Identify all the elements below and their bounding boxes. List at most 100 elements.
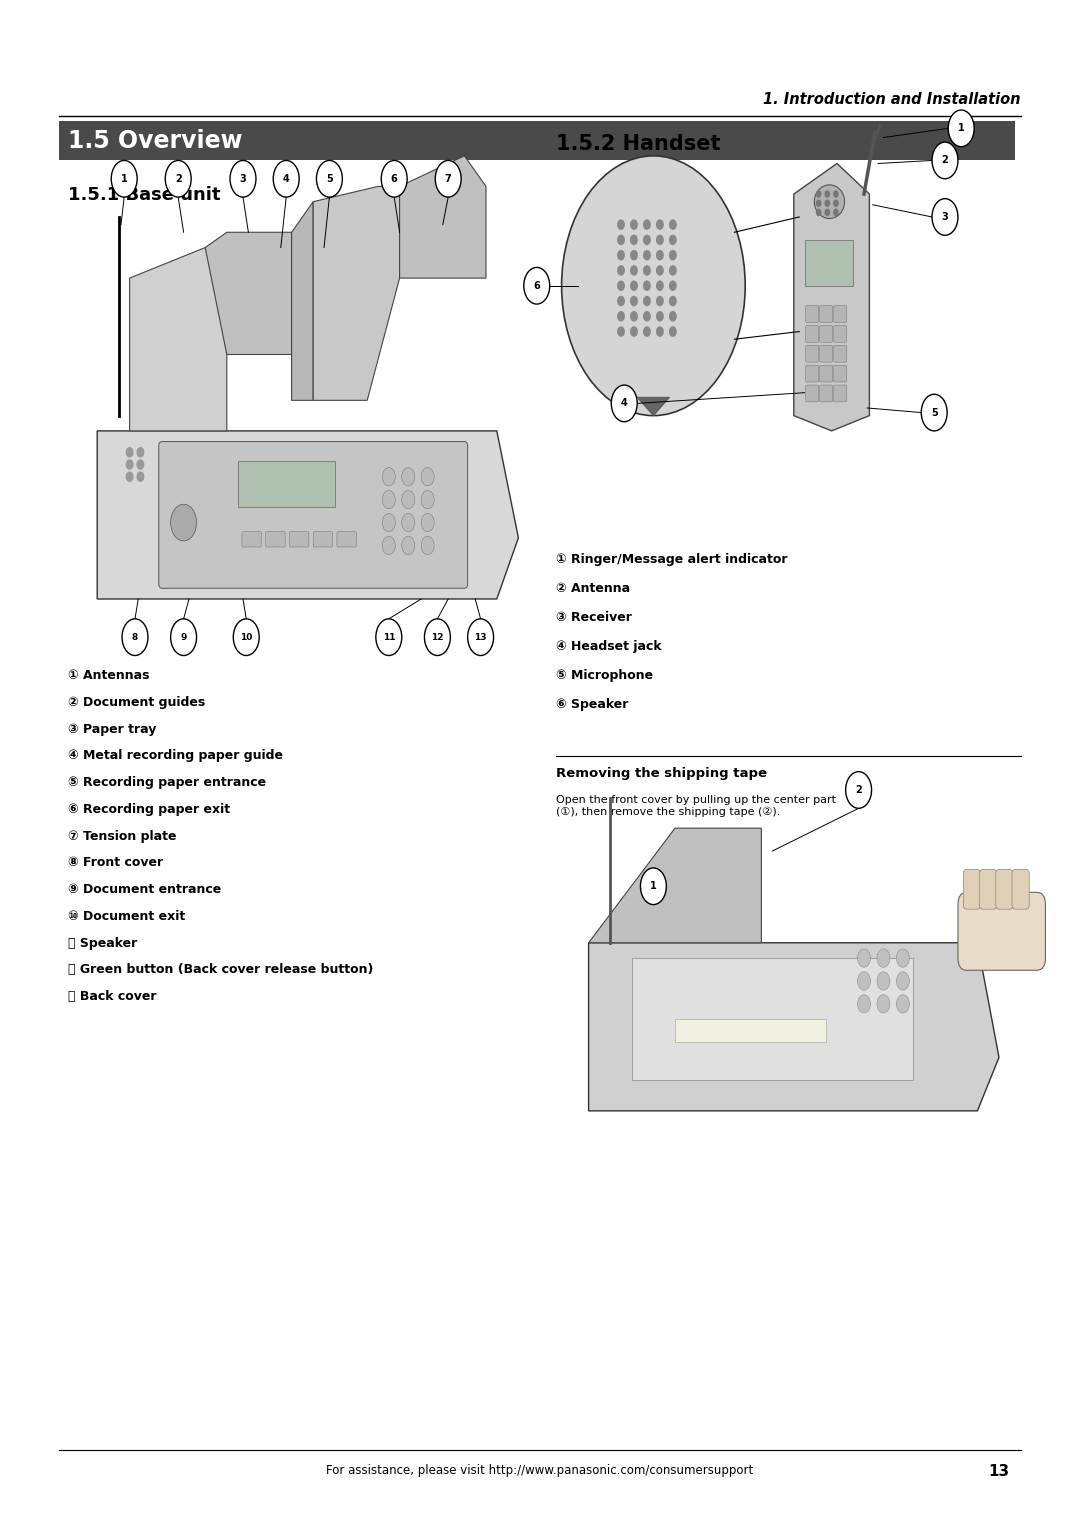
Circle shape: [858, 949, 870, 967]
FancyBboxPatch shape: [632, 958, 913, 1080]
Circle shape: [834, 191, 838, 197]
Text: ② Document guides: ② Document guides: [68, 695, 205, 709]
Ellipse shape: [814, 185, 845, 219]
FancyBboxPatch shape: [980, 869, 997, 909]
Text: ④ Headset jack: ④ Headset jack: [556, 640, 662, 654]
Text: 1.5 Overview: 1.5 Overview: [68, 130, 243, 153]
Circle shape: [618, 251, 624, 260]
FancyBboxPatch shape: [242, 532, 261, 547]
Circle shape: [834, 209, 838, 215]
FancyBboxPatch shape: [963, 869, 981, 909]
Polygon shape: [130, 248, 227, 431]
Circle shape: [126, 472, 133, 481]
Text: ⑦ Tension plate: ⑦ Tension plate: [68, 830, 176, 843]
Text: 9: 9: [180, 633, 187, 642]
FancyBboxPatch shape: [820, 306, 833, 322]
Circle shape: [858, 995, 870, 1013]
Polygon shape: [313, 186, 400, 400]
FancyBboxPatch shape: [820, 365, 833, 382]
Circle shape: [137, 460, 144, 469]
FancyBboxPatch shape: [820, 385, 833, 402]
Text: Open the front cover by pulling up the center part
(①), then remove the shipping: Open the front cover by pulling up the c…: [556, 795, 836, 816]
Circle shape: [618, 220, 624, 229]
Circle shape: [381, 160, 407, 197]
Circle shape: [877, 949, 890, 967]
Circle shape: [631, 296, 637, 306]
Circle shape: [402, 536, 415, 555]
Text: ③ Receiver: ③ Receiver: [556, 611, 632, 625]
Text: 2: 2: [942, 156, 948, 165]
Text: 6: 6: [534, 281, 540, 290]
Circle shape: [631, 312, 637, 321]
Circle shape: [921, 394, 947, 431]
Circle shape: [402, 468, 415, 486]
Circle shape: [948, 110, 974, 147]
Text: 4: 4: [283, 174, 289, 183]
Circle shape: [670, 266, 676, 275]
FancyBboxPatch shape: [159, 442, 468, 588]
Circle shape: [611, 385, 637, 422]
FancyBboxPatch shape: [806, 385, 819, 402]
FancyBboxPatch shape: [820, 325, 833, 342]
Circle shape: [618, 235, 624, 244]
Text: 3: 3: [240, 174, 246, 183]
FancyBboxPatch shape: [820, 345, 833, 362]
Circle shape: [896, 949, 909, 967]
Text: 4: 4: [621, 399, 627, 408]
Circle shape: [670, 220, 676, 229]
Circle shape: [424, 619, 450, 656]
Circle shape: [846, 772, 872, 808]
FancyBboxPatch shape: [834, 365, 847, 382]
Polygon shape: [400, 156, 486, 278]
Text: 1: 1: [650, 882, 657, 891]
Text: 1. Introduction and Installation: 1. Introduction and Installation: [764, 92, 1021, 107]
Circle shape: [631, 251, 637, 260]
Circle shape: [670, 327, 676, 336]
Circle shape: [524, 267, 550, 304]
Circle shape: [618, 327, 624, 336]
Circle shape: [165, 160, 191, 197]
Circle shape: [402, 513, 415, 532]
Circle shape: [657, 327, 663, 336]
FancyBboxPatch shape: [337, 532, 356, 547]
Text: 5: 5: [931, 408, 937, 417]
Circle shape: [644, 312, 650, 321]
Circle shape: [816, 191, 821, 197]
Circle shape: [816, 200, 821, 206]
FancyBboxPatch shape: [238, 461, 335, 507]
Text: 2: 2: [855, 785, 862, 795]
Text: 1.5.2 Handset: 1.5.2 Handset: [556, 134, 720, 154]
FancyBboxPatch shape: [805, 240, 853, 286]
Text: 1: 1: [121, 174, 127, 183]
Text: 8: 8: [132, 633, 138, 642]
Text: 12: 12: [431, 633, 444, 642]
Circle shape: [137, 472, 144, 481]
Circle shape: [111, 160, 137, 197]
Circle shape: [382, 536, 395, 555]
Text: ⑤ Microphone: ⑤ Microphone: [556, 669, 653, 683]
Text: ⑬ Back cover: ⑬ Back cover: [68, 990, 157, 1004]
FancyBboxPatch shape: [834, 306, 847, 322]
Text: 5: 5: [326, 174, 333, 183]
Text: ⑥ Speaker: ⑥ Speaker: [556, 698, 629, 712]
FancyBboxPatch shape: [806, 306, 819, 322]
Circle shape: [435, 160, 461, 197]
Circle shape: [834, 200, 838, 206]
Circle shape: [825, 209, 829, 215]
Circle shape: [816, 209, 821, 215]
FancyBboxPatch shape: [806, 345, 819, 362]
Circle shape: [896, 995, 909, 1013]
Text: ⑩ Document exit: ⑩ Document exit: [68, 909, 186, 923]
Circle shape: [421, 468, 434, 486]
Text: ⑪ Speaker: ⑪ Speaker: [68, 937, 137, 950]
Circle shape: [877, 972, 890, 990]
Polygon shape: [589, 828, 761, 943]
Text: 2: 2: [175, 174, 181, 183]
Text: 6: 6: [391, 174, 397, 183]
Text: 1: 1: [958, 124, 964, 133]
Polygon shape: [97, 431, 518, 599]
Circle shape: [171, 619, 197, 656]
Circle shape: [631, 235, 637, 244]
Circle shape: [618, 296, 624, 306]
Text: ⑫ Green button (Back cover release button): ⑫ Green button (Back cover release butto…: [68, 963, 374, 976]
